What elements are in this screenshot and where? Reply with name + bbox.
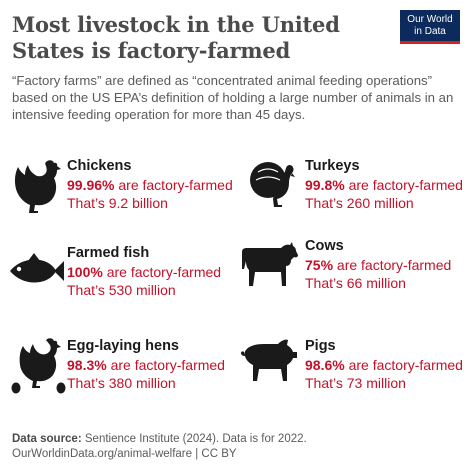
source-label: Data source: xyxy=(12,433,82,445)
card-egg-laying-hens: Egg-laying hens 98.3% are factory-farmed… xyxy=(6,336,236,406)
item-name: Cows xyxy=(305,238,344,254)
item-percent-line: 99.96% are factory-farmed xyxy=(67,177,233,193)
chart-footer: Data source: Sentience Institute (2024).… xyxy=(12,432,462,462)
card-turkeys: Turkeys 99.8% are factory-farmed That’s … xyxy=(244,156,474,226)
item-percent-suffix: are factory-farmed xyxy=(348,357,463,373)
chart-subtitle: “Factory farms” are defined as “concentr… xyxy=(12,73,454,122)
card-chickens: Chickens 99.96% are factory-farmed That’… xyxy=(6,156,236,226)
item-count: That’s 260 million xyxy=(305,195,414,211)
item-percent-suffix: are factory-farmed xyxy=(118,177,233,193)
source-line: Data source: Sentience Institute (2024).… xyxy=(12,432,462,447)
card-farmed-fish: Farmed fish 100% are factory-farmed That… xyxy=(6,243,236,313)
pig-icon xyxy=(241,339,297,381)
item-percent-line: 98.6% are factory-farmed xyxy=(305,357,463,373)
item-name: Pigs xyxy=(305,338,336,354)
item-percent-line: 99.8% are factory-farmed xyxy=(305,177,463,193)
item-count: That’s 530 million xyxy=(67,282,176,298)
source-url[interactable]: OurWorldinData.org/animal-welfare | CC B… xyxy=(12,448,237,460)
owid-logo[interactable]: Our World in Data xyxy=(400,10,460,44)
item-percent-line: 75% are factory-farmed xyxy=(305,257,451,273)
item-name: Farmed fish xyxy=(67,245,150,261)
fish-icon xyxy=(10,253,64,283)
card-cows: Cows 75% are factory-farmed That’s 66 mi… xyxy=(242,236,474,306)
chart-title: Most livestock in the United States is f… xyxy=(12,12,340,63)
item-percent: 100% xyxy=(67,264,103,280)
item-name: Egg-laying hens xyxy=(67,338,179,354)
item-percent: 99.8% xyxy=(305,177,345,193)
card-pigs: Pigs 98.6% are factory-farmed That’s 73 … xyxy=(241,336,474,406)
item-percent-suffix: are factory-farmed xyxy=(348,177,463,193)
item-count: That’s 73 million xyxy=(305,375,406,391)
logo-line-2: in Data xyxy=(414,26,446,37)
item-count: That’s 66 million xyxy=(305,275,406,291)
item-percent: 98.3% xyxy=(67,357,107,373)
item-percent: 98.6% xyxy=(305,357,345,373)
item-name: Turkeys xyxy=(305,158,360,174)
item-percent-suffix: are factory-farmed xyxy=(106,264,222,280)
turkey-icon xyxy=(250,162,295,207)
item-percent-suffix: are factory-farmed xyxy=(336,257,452,273)
item-percent-line: 98.3% are factory-farmed xyxy=(67,357,225,373)
item-count: That’s 9.2 billion xyxy=(67,195,168,211)
item-name: Chickens xyxy=(67,158,132,174)
source-text: Sentience Institute (2024). Data is for … xyxy=(84,433,307,445)
item-count: That’s 380 million xyxy=(67,375,176,391)
item-percent: 99.96% xyxy=(67,177,115,193)
hen-with-eggs-icon xyxy=(11,338,66,394)
item-percent: 75% xyxy=(305,257,334,273)
item-percent-line: 100% are factory-farmed xyxy=(67,264,221,280)
logo-line-1: Our World xyxy=(407,14,453,25)
item-percent-suffix: are factory-farmed xyxy=(110,357,225,373)
chicken-icon xyxy=(14,160,62,213)
cow-icon xyxy=(242,242,298,286)
